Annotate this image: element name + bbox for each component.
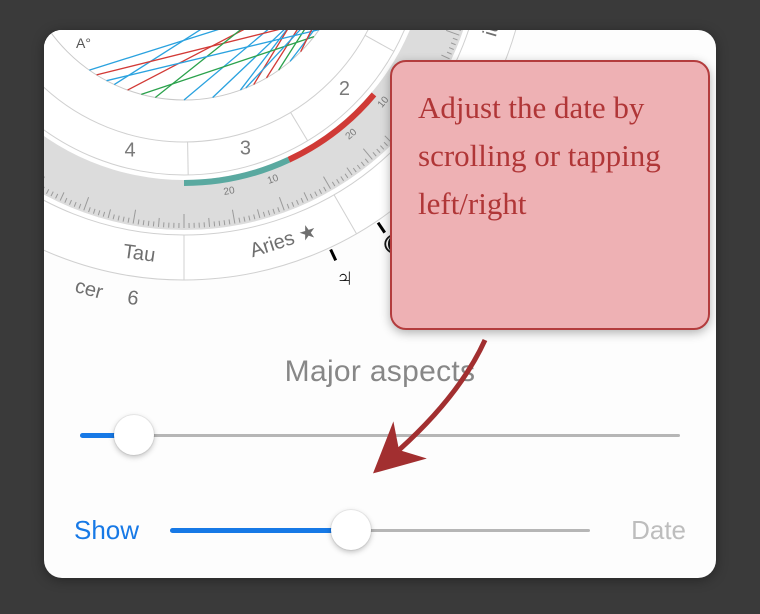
help-callout-text: Adjust the date by scrolling or tapping … (418, 90, 661, 221)
help-callout: Adjust the date by scrolling or tapping … (390, 60, 710, 330)
